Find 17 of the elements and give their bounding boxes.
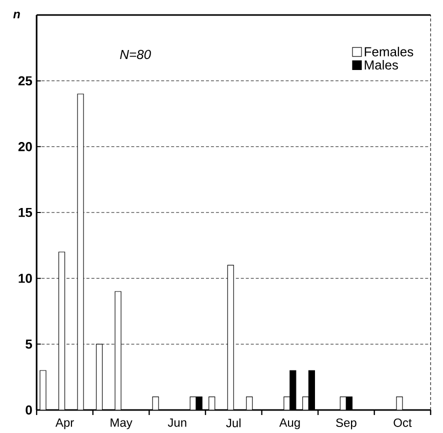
y-axis-title: n (13, 12, 20, 18)
y-tick-label: 25 (18, 76, 32, 86)
y-tick-label: 15 (18, 208, 32, 217)
x-tick-label: Sep (336, 418, 356, 430)
x-tick-label: Aug (279, 418, 300, 430)
y-tick-label: 0 (26, 405, 32, 414)
legend-label: Females (364, 46, 414, 56)
x-tick-label: May (110, 418, 132, 430)
legend-label: Males (364, 60, 398, 70)
x-tick-label: Jun (168, 418, 186, 427)
x-tick-label: Oct (394, 418, 412, 427)
y-tick-label: 10 (18, 274, 32, 283)
x-tick-label: Jul (226, 418, 240, 428)
y-tick-label: 5 (26, 339, 32, 349)
y-tick-label: 20 (18, 142, 32, 152)
annotation: N=80 (120, 50, 151, 59)
x-tick-label: Apr (55, 418, 74, 430)
